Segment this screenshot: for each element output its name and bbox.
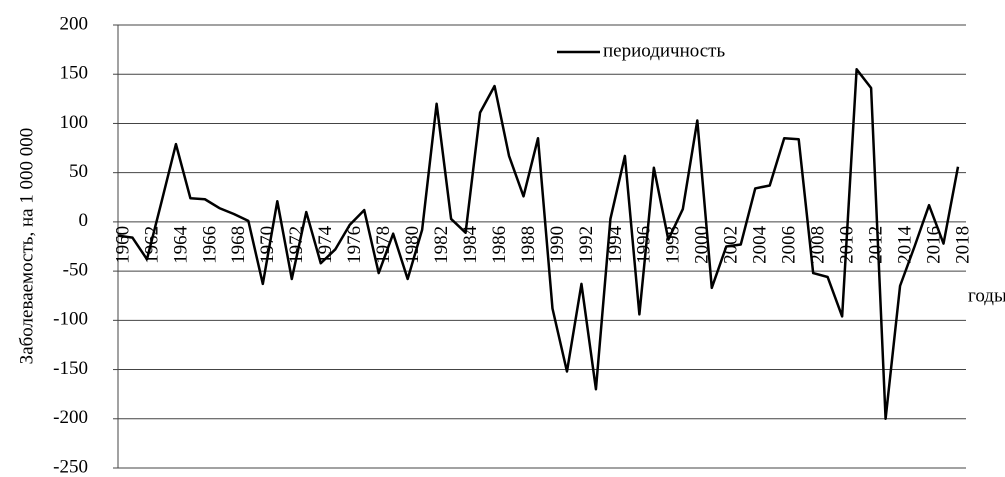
x-tick-label: 1964: [170, 225, 191, 264]
y-tick-label: 50: [69, 161, 88, 182]
x-tick-label: 1960: [112, 226, 133, 264]
x-tick-label: 1968: [228, 226, 249, 264]
x-tick-label: 1984: [460, 225, 481, 264]
y-tick-label: -250: [53, 456, 88, 477]
x-tick-label: 1986: [489, 226, 510, 264]
x-tick-label: 1976: [344, 226, 365, 264]
y-tick-label: -200: [53, 407, 88, 428]
x-tick-label: 1980: [402, 226, 423, 264]
y-tick-label: -150: [53, 358, 88, 379]
x-tick-label: 2006: [779, 226, 800, 264]
y-tick-label: -100: [53, 309, 88, 330]
x-tick-label: 1978: [373, 226, 394, 264]
x-tick-label: 2004: [750, 225, 771, 264]
x-tick-label: 1996: [634, 226, 655, 264]
x-tick-label: 1966: [199, 226, 220, 264]
x-tick-label: 1982: [431, 226, 452, 264]
x-tick-label: 2008: [808, 226, 829, 264]
x-tick-label: 2018: [952, 226, 973, 264]
x-tick-label: 1970: [257, 226, 278, 264]
x-tick-label: 1990: [547, 226, 568, 264]
y-tick-label: -50: [63, 259, 88, 280]
x-axis-title: годы: [968, 285, 1005, 306]
y-tick-label: 150: [60, 63, 89, 84]
x-tick-label: 2014: [894, 225, 915, 264]
x-tick-label: 1988: [518, 226, 539, 264]
y-axis-title: Заболеваемость, на 1 000 000: [16, 128, 37, 365]
legend-label: периодичность: [603, 40, 725, 61]
y-tick-label: 200: [60, 13, 89, 34]
x-tick-label: 1992: [576, 226, 597, 264]
y-tick-label: 100: [60, 112, 89, 133]
x-tick-label: 2012: [865, 226, 886, 264]
series-line: [117, 68, 960, 421]
y-tick-label: 0: [79, 210, 89, 231]
x-tick-label: 2016: [923, 226, 944, 264]
